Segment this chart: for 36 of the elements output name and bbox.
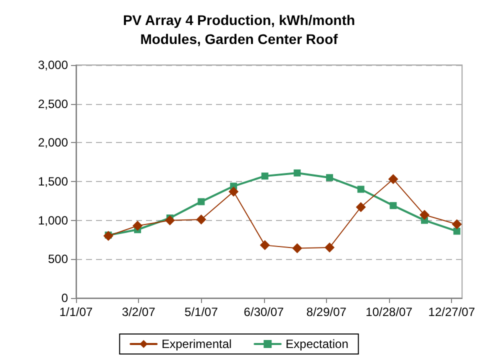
- x-tick-label: 1/1/07: [59, 305, 93, 319]
- x-tick-label: 5/1/07: [184, 305, 218, 319]
- point: [294, 169, 301, 176]
- x-tick-label: 3/2/07: [122, 305, 156, 319]
- point: [196, 214, 206, 225]
- point: [357, 186, 364, 193]
- point: [388, 174, 398, 184]
- x-tick-label: 12/27/07: [428, 305, 476, 319]
- point: [260, 240, 270, 250]
- point: [164, 215, 175, 226]
- chart-subtitle: Modules, Garden Center Roof: [140, 31, 338, 47]
- point: [292, 243, 302, 254]
- point: [420, 210, 430, 220]
- legend-label: Expectation: [286, 337, 348, 351]
- y-tick-label: 1,500: [38, 174, 68, 188]
- point: [453, 228, 460, 235]
- x-tick-label: 6/30/07: [244, 305, 284, 319]
- y-tick-label: 500: [48, 252, 68, 266]
- legend-label: Experimental: [162, 337, 232, 351]
- point: [390, 202, 397, 210]
- y-tick-label: 0: [61, 291, 68, 305]
- point: [198, 198, 205, 206]
- y-tick-label: 2,000: [38, 136, 68, 150]
- x-tick-label: 8/29/07: [306, 305, 347, 319]
- chart-title: PV Array 4 Production, kWh/month: [122, 12, 356, 28]
- point: [324, 242, 335, 253]
- point: [132, 220, 143, 231]
- point: [452, 219, 462, 230]
- point: [356, 202, 366, 212]
- point: [261, 172, 268, 180]
- point: [326, 174, 334, 182]
- y-tick-label: 2,500: [38, 96, 68, 111]
- x-tick-label: 10/28/07: [366, 305, 413, 319]
- y-tick-label: 3,000: [38, 58, 68, 72]
- point: [228, 186, 239, 197]
- y-tick-label: 1,000: [38, 213, 68, 228]
